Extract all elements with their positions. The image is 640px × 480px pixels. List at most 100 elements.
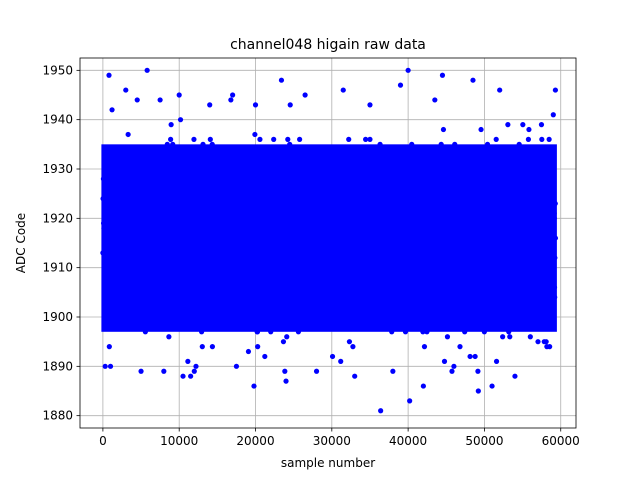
y-axis-label: ADC Code — [14, 213, 28, 273]
x-tick-label: 50000 — [465, 434, 503, 448]
data-point — [251, 383, 257, 389]
x-tick-label: 30000 — [313, 434, 351, 448]
data-point — [340, 87, 346, 93]
data-point — [367, 136, 373, 142]
data-point — [470, 77, 476, 83]
y-tick-label: 1910 — [42, 261, 73, 275]
data-point — [451, 363, 457, 369]
data-point — [284, 334, 290, 340]
x-tick-label: 10000 — [160, 434, 198, 448]
data-point — [405, 67, 411, 73]
data-point — [467, 353, 473, 360]
data-point — [144, 67, 150, 73]
data-point — [287, 102, 293, 108]
data-point — [440, 126, 447, 133]
data-point — [444, 334, 451, 340]
data-point — [313, 368, 320, 374]
data-point — [472, 353, 478, 360]
data-point — [134, 97, 140, 103]
data-point — [505, 122, 511, 128]
data-point — [493, 136, 499, 142]
x-tick-label: 40000 — [389, 434, 427, 448]
data-point — [228, 97, 234, 103]
data-point — [282, 368, 288, 374]
data-point — [500, 334, 506, 340]
data-point — [550, 112, 556, 118]
data-point — [535, 339, 541, 345]
data-point — [407, 398, 413, 404]
data-point-cluster — [101, 144, 557, 332]
data-point — [420, 383, 426, 389]
axis-ticks: 0 10000 20000 30000 40000 50000 60000 1880 1890 1… — [42, 63, 579, 448]
data-point — [552, 87, 559, 93]
data-point — [245, 348, 252, 355]
data-point — [191, 136, 197, 142]
data-point — [520, 122, 526, 128]
data-point — [329, 353, 336, 360]
x-axis-label: sample number — [281, 456, 375, 470]
data-point — [547, 344, 553, 350]
data-point — [138, 368, 144, 374]
data-point — [168, 136, 174, 142]
y-tick-label: 1880 — [42, 409, 73, 423]
data-point — [199, 344, 205, 350]
data-point — [207, 102, 213, 108]
data-point — [283, 378, 289, 384]
data-point — [457, 344, 463, 350]
data-point — [478, 126, 484, 133]
data-point — [441, 358, 448, 364]
data-point — [338, 358, 344, 364]
x-tick-label: 20000 — [236, 434, 274, 448]
data-point — [390, 368, 396, 374]
data-point — [123, 87, 129, 93]
plot-frame — [79, 57, 577, 429]
data-point — [285, 136, 291, 142]
data-point — [397, 82, 404, 88]
data-point — [161, 368, 167, 374]
data-point — [252, 131, 258, 138]
data-point — [109, 107, 115, 113]
data-point — [432, 97, 438, 103]
data-point — [209, 344, 216, 350]
y-tick-label: 1950 — [42, 63, 73, 77]
data-point — [262, 353, 268, 360]
data-point — [350, 344, 356, 350]
data-point — [125, 131, 131, 138]
data-point — [497, 87, 503, 93]
data-point — [176, 92, 182, 98]
data-point — [346, 339, 353, 345]
data-point — [230, 92, 236, 98]
data-point — [106, 72, 112, 78]
data-point — [297, 136, 303, 142]
data-point — [512, 373, 518, 379]
data-point — [102, 363, 108, 369]
data-point — [546, 136, 552, 142]
data-point — [188, 373, 194, 379]
data-point — [507, 334, 513, 340]
data-point — [525, 136, 532, 142]
data-point — [539, 136, 545, 142]
data-point — [278, 77, 285, 83]
data-point — [207, 136, 213, 142]
x-tick-label: 0 — [99, 434, 107, 448]
data-point — [489, 383, 495, 389]
data-point — [106, 344, 112, 350]
data-point — [538, 122, 545, 128]
x-tick-label: 60000 — [542, 434, 580, 448]
y-tick-label: 1930 — [42, 162, 73, 176]
data-point — [346, 136, 352, 142]
data-point — [421, 344, 428, 350]
data-point — [233, 363, 240, 369]
data-point — [107, 363, 114, 369]
data-point — [352, 373, 358, 379]
data-point — [475, 388, 481, 394]
data-point — [255, 344, 261, 350]
data-points — [100, 67, 559, 414]
data-point — [185, 358, 191, 364]
data-point — [193, 363, 199, 369]
data-point — [475, 368, 481, 374]
data-point — [526, 126, 532, 133]
data-point — [302, 92, 308, 98]
data-point — [439, 72, 446, 78]
